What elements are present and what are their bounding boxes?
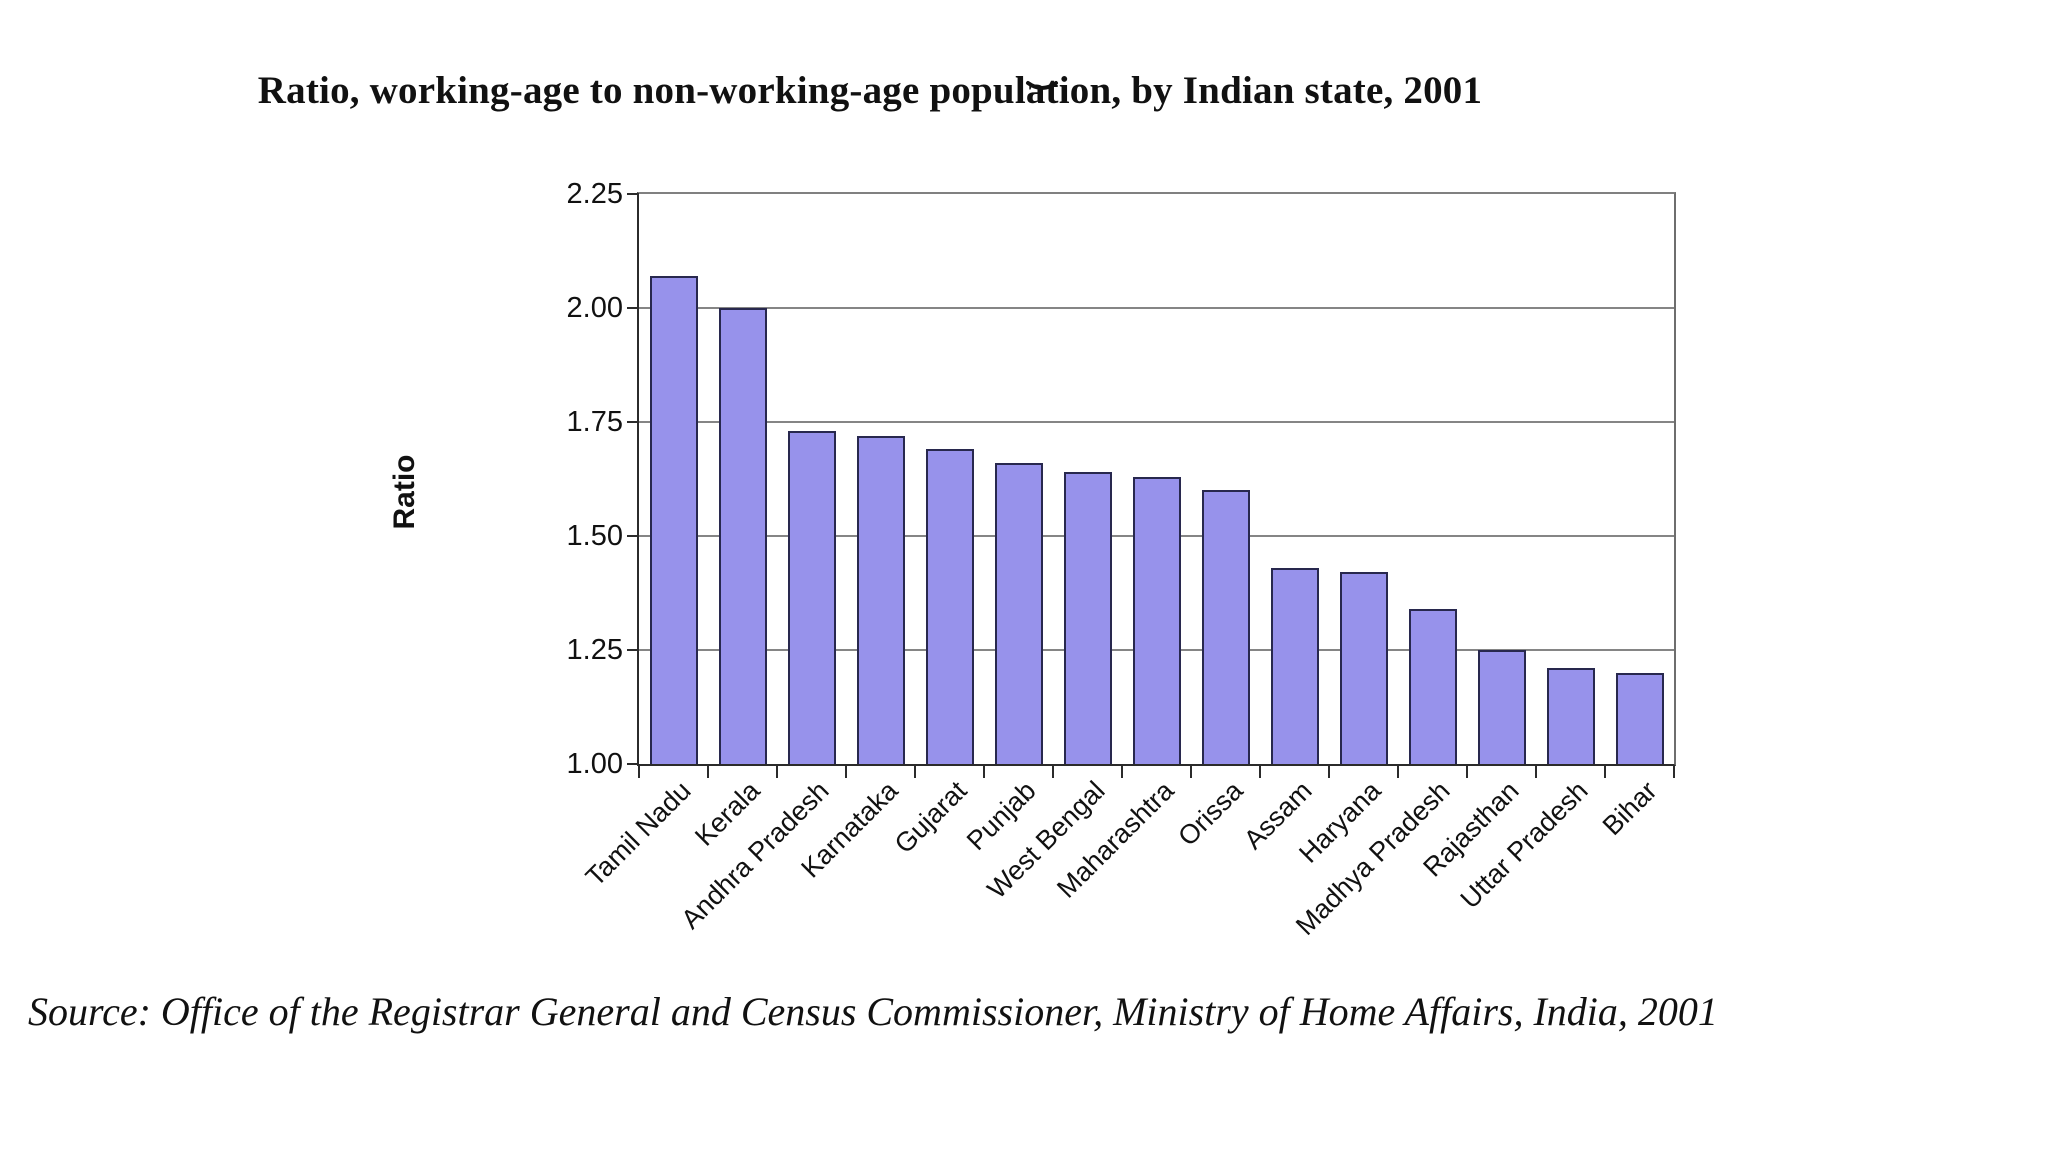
bar — [1478, 650, 1526, 764]
gridline — [639, 307, 1674, 309]
bar — [857, 436, 905, 764]
bar — [1616, 673, 1664, 764]
bar — [1340, 572, 1388, 764]
x-axis-tick — [1328, 766, 1330, 778]
bar — [650, 276, 698, 764]
bar — [1064, 472, 1112, 764]
x-axis-tick — [1535, 766, 1537, 778]
y-axis-tick — [627, 307, 639, 309]
x-axis-tick — [1604, 766, 1606, 778]
bar — [995, 463, 1043, 764]
x-axis-tick — [1190, 766, 1192, 778]
y-tick-label: 1.25 — [566, 634, 623, 666]
bar — [1202, 490, 1250, 764]
bar — [1409, 609, 1457, 764]
plot-area: 2.25 2.00 1.75 1.50 1.25 1.00 Tamil Nadu Kerala… — [567, 178, 1676, 941]
y-tick-label: 1.75 — [566, 406, 623, 438]
bar — [1133, 477, 1181, 764]
bar — [1271, 568, 1319, 764]
cropped-glyph-artifact — [1026, 81, 1058, 90]
x-axis-tick — [914, 766, 916, 778]
bar — [926, 449, 974, 764]
x-axis-tick — [707, 766, 709, 778]
x-axis-tick — [1466, 766, 1468, 778]
x-axis-tick — [1052, 766, 1054, 778]
y-axis-tick — [627, 193, 639, 195]
y-axis-tick — [627, 763, 639, 765]
y-axis-tick — [627, 535, 639, 537]
y-tick-label: 1.00 — [566, 748, 623, 780]
bar — [788, 431, 836, 764]
bar — [719, 308, 767, 764]
x-axis-tick — [1673, 766, 1675, 778]
y-tick-label: 2.00 — [566, 292, 623, 324]
gridline — [639, 421, 1674, 423]
x-axis-tick — [983, 766, 985, 778]
chart-title: Ratio, working-age to non-working-age po… — [257, 69, 1483, 112]
x-axis-tick — [1259, 766, 1261, 778]
y-axis-title: Ratio — [388, 454, 421, 530]
source-note: Source: Office of the Registrar General … — [28, 989, 1718, 1034]
x-axis-tick — [776, 766, 778, 778]
x-axis-tick — [1121, 766, 1123, 778]
y-tick-label: 2.25 — [566, 178, 623, 210]
y-axis-tick — [627, 649, 639, 651]
y-tick-label: 1.50 — [566, 520, 623, 552]
bar — [1547, 668, 1595, 764]
x-axis-tick — [1397, 766, 1399, 778]
x-axis-tick — [638, 766, 640, 778]
y-axis-tick — [627, 421, 639, 423]
x-axis-tick — [845, 766, 847, 778]
